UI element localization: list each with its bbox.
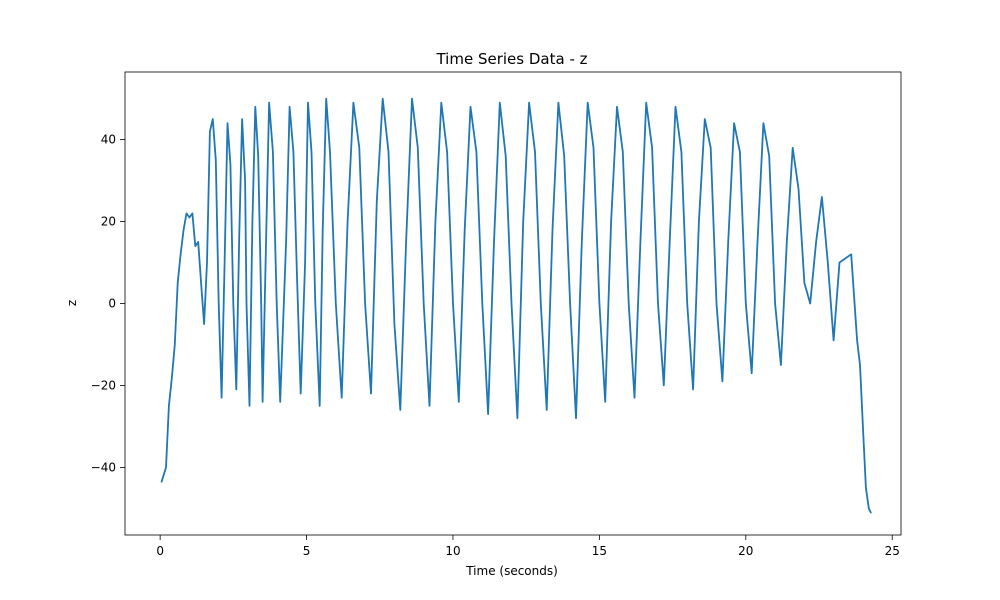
- x-tick-label: 5: [303, 544, 311, 558]
- y-tick-label: 0: [108, 297, 116, 311]
- x-tick-label: 15: [592, 544, 607, 558]
- x-tick-label: 25: [885, 544, 900, 558]
- x-tick-label: 0: [156, 544, 164, 558]
- series-layer: [160, 97, 872, 514]
- series-line-0: [160, 97, 872, 514]
- y-axis-ticks: −40 −20 0 20 40: [91, 133, 125, 474]
- x-tick-label: 10: [445, 544, 460, 558]
- x-tick-label: 20: [738, 544, 753, 558]
- y-tick-label: 20: [101, 215, 116, 229]
- y-axis-label: z: [65, 300, 79, 306]
- y-tick-label: 40: [101, 133, 116, 147]
- y-tick-label: −20: [91, 378, 116, 392]
- x-axis-label: Time (seconds): [465, 564, 558, 578]
- chart-title: Time Series Data - z: [435, 50, 587, 68]
- y-tick-label: −40: [91, 460, 116, 474]
- x-axis-ticks: 0 5 10 15 20 25: [156, 535, 900, 558]
